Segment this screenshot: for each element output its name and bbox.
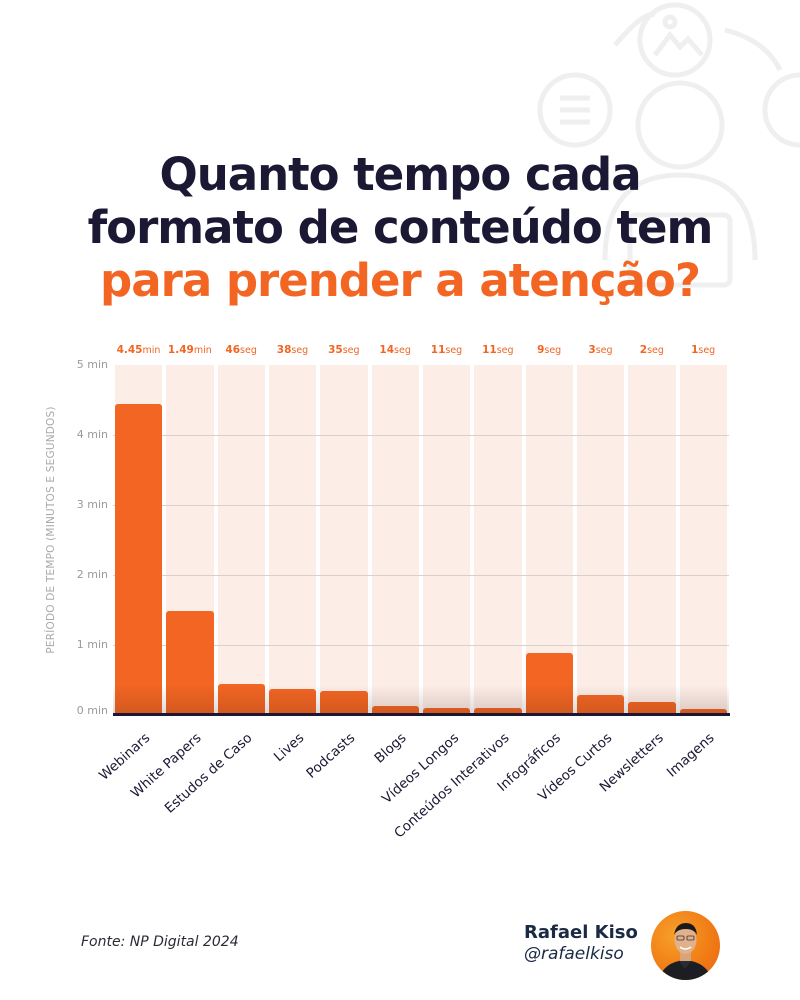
x-tick-label: Lives xyxy=(270,730,307,766)
bar-videos-curtos xyxy=(577,695,625,715)
bar-conteudos-interativos xyxy=(474,708,522,715)
title-line-1: Quanto tempo cada xyxy=(159,148,641,201)
y-tick: 5 min xyxy=(76,358,108,371)
x-tick-label: Podcasts xyxy=(303,730,359,782)
data-label: 11seg xyxy=(430,344,463,356)
y-tick: 0 min xyxy=(76,704,108,717)
y-axis-label: PERÍODO DE TEMPO (MINUTOS E SEGUNDOS) xyxy=(45,406,57,654)
y-tick: 4 min xyxy=(76,428,108,441)
bar-imagens xyxy=(679,709,727,715)
column-background xyxy=(577,365,625,715)
gridline xyxy=(113,645,729,646)
data-label: 38seg xyxy=(276,344,309,356)
gridline xyxy=(113,435,729,436)
source-note: Fonte: NP Digital 2024 xyxy=(81,934,239,950)
column-background xyxy=(371,365,419,715)
data-label: 2seg xyxy=(639,344,664,356)
x-tick-label: Imagens xyxy=(664,730,718,781)
y-tick: 2 min xyxy=(76,568,108,581)
data-label: 1seg xyxy=(691,344,716,356)
x-axis-line xyxy=(113,713,730,716)
bar-white-papers xyxy=(166,610,214,715)
data-label: 9seg xyxy=(537,344,562,356)
title-line-2: formato de conteúdo tem xyxy=(87,201,714,254)
author-avatar xyxy=(651,911,720,980)
column-background xyxy=(628,365,676,715)
background-decoration-icon xyxy=(537,2,800,288)
data-label: 3seg xyxy=(588,344,613,356)
bar-videos-longos xyxy=(423,708,471,715)
author-handle: @rafaelkiso xyxy=(524,944,624,964)
x-tick-label: Blogs xyxy=(371,730,410,767)
bar-newsletters xyxy=(628,701,676,715)
bar-infograficos xyxy=(525,653,573,715)
author-name: Rafael Kiso xyxy=(524,922,638,943)
y-tick: 1 min xyxy=(76,638,108,651)
column-background xyxy=(269,365,317,715)
title-line-3: para prender a atenção? xyxy=(100,254,701,307)
page-title: Quanto tempo cada formato de conteúdo te… xyxy=(0,148,800,307)
column-background xyxy=(474,365,522,715)
column-background xyxy=(217,365,265,715)
y-tick: 3 min xyxy=(76,498,108,511)
column-background xyxy=(320,365,368,715)
data-label: 1.49min xyxy=(167,344,212,356)
bar-lives xyxy=(269,689,317,715)
bar-podcasts xyxy=(320,691,368,715)
x-tick-label: Estudos de Caso xyxy=(162,730,256,817)
data-label: 11seg xyxy=(482,344,514,356)
gridline xyxy=(113,505,729,506)
plot-area xyxy=(113,365,729,715)
person-photo-icon xyxy=(659,923,712,980)
data-label: 4.45min xyxy=(116,344,161,356)
gridline xyxy=(113,575,729,576)
bar-blogs xyxy=(371,705,419,715)
bar-webinars xyxy=(115,403,163,715)
column-background xyxy=(679,365,727,715)
bar-estudos-de-caso xyxy=(217,683,265,715)
column-background xyxy=(423,365,471,715)
data-label: 46seg xyxy=(225,344,257,356)
data-label: 35seg xyxy=(328,344,360,356)
data-label: 14seg xyxy=(379,344,411,356)
